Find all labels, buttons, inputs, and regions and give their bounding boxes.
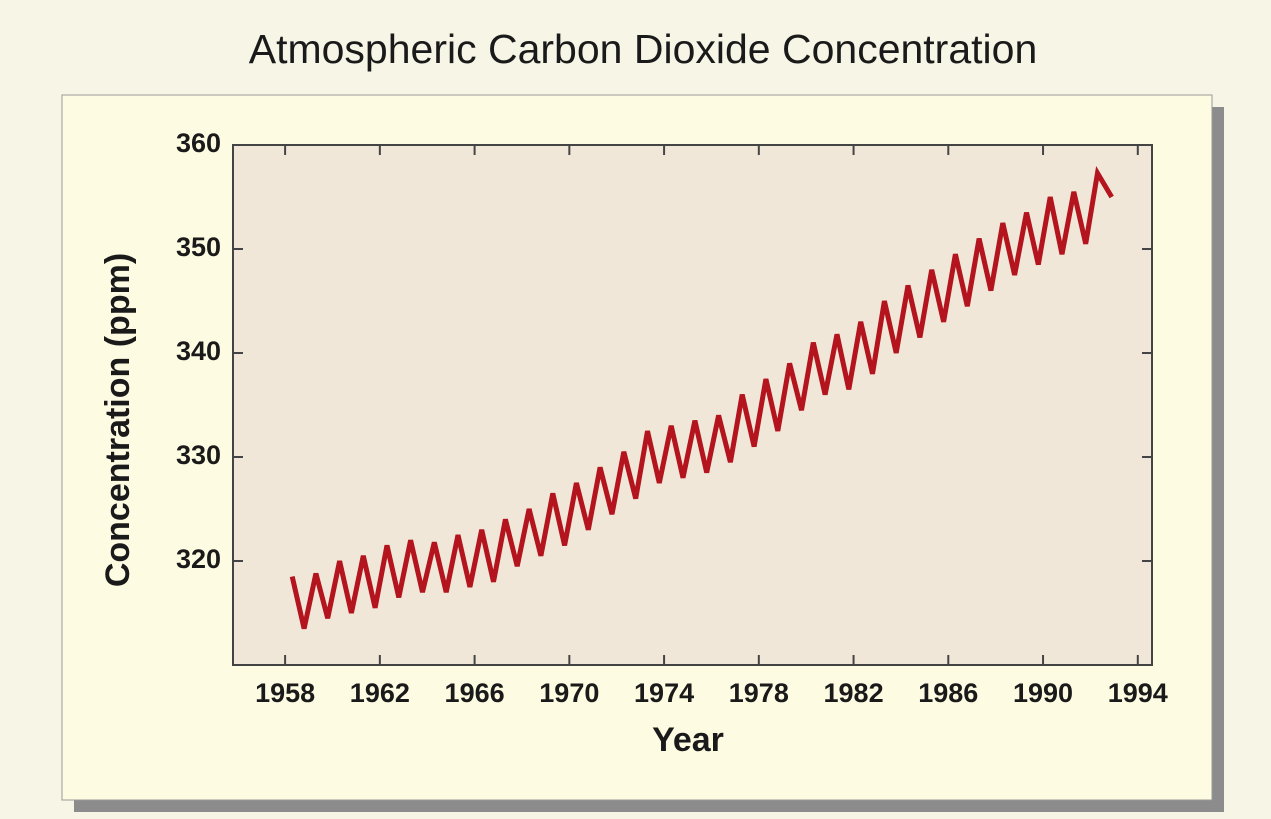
x-tick-label: 1978 bbox=[729, 678, 789, 708]
y-tick-label: 360 bbox=[176, 128, 221, 158]
x-tick-label: 1990 bbox=[1013, 678, 1073, 708]
y-tick-label: 330 bbox=[176, 440, 221, 470]
data-line bbox=[289, 165, 1114, 630]
x-tick-label: 1974 bbox=[634, 678, 694, 708]
x-tick-label: 1962 bbox=[350, 678, 410, 708]
chart-title: Atmospheric Carbon Dioxide Concentration bbox=[249, 26, 1038, 72]
y-tick-label: 320 bbox=[176, 544, 221, 574]
x-axis-label: Year bbox=[652, 721, 724, 759]
x-tick-label: 1958 bbox=[255, 678, 315, 708]
x-tick-label: 1970 bbox=[539, 678, 599, 708]
y-tick-label: 350 bbox=[176, 232, 221, 262]
x-tick-label: 1982 bbox=[824, 678, 884, 708]
x-tick-label: 1986 bbox=[918, 678, 978, 708]
y-tick-label: 340 bbox=[176, 336, 221, 366]
y-axis-label: Concentration (ppm) bbox=[99, 253, 137, 587]
x-tick-label: 1994 bbox=[1108, 678, 1168, 708]
x-tick-label: 1966 bbox=[445, 678, 505, 708]
